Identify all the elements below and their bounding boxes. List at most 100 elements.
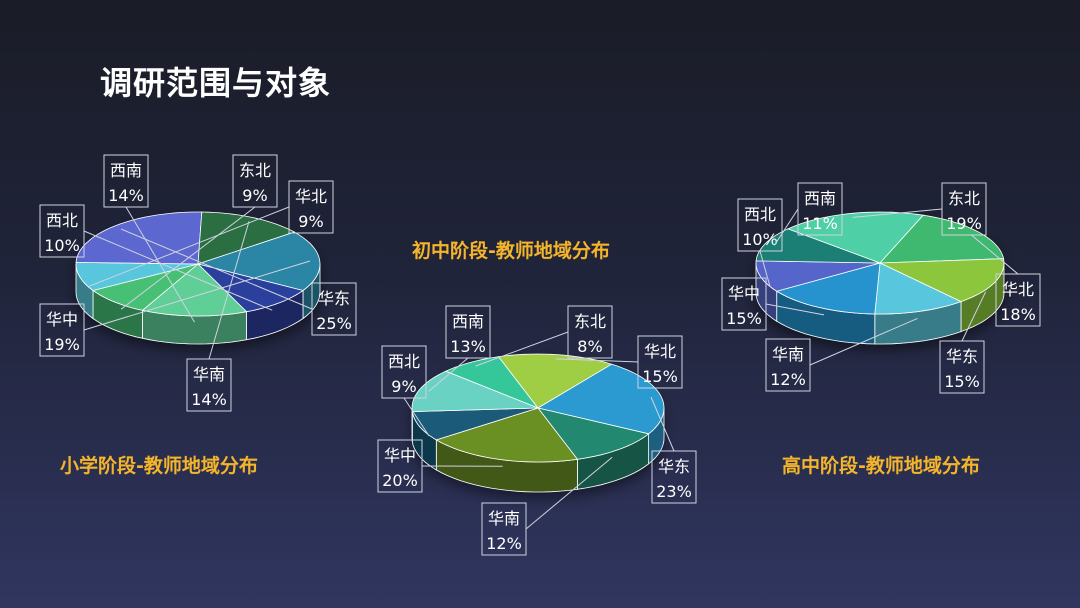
slice-value-senior-5: 10% (742, 230, 778, 249)
label-box-junior-3 (481, 502, 527, 556)
pie-slice-junior-3 (537, 407, 650, 460)
slice-label-primary-0: 东北 (239, 161, 271, 180)
slice-label-senior-6: 西南 (804, 189, 836, 208)
slice-label-senior-2: 华东 (946, 347, 978, 366)
pie-slice-junior-6 (411, 370, 539, 413)
slice-value-primary-1: 9% (298, 212, 323, 231)
slice-value-junior-5: 9% (391, 377, 416, 396)
slice-label-primary-4: 华中 (46, 310, 78, 329)
slice-value-primary-4: 19% (44, 335, 80, 354)
label-leader-senior-3 (809, 317, 918, 366)
pie-slice-junior-0 (444, 356, 540, 409)
pie-slice-primary-3 (197, 211, 296, 265)
slice-value-junior-0: 8% (577, 337, 602, 356)
label-leader-senior-6 (773, 208, 799, 246)
pie-slice-junior-5 (411, 407, 539, 441)
slice-value-primary-0: 9% (242, 186, 267, 205)
pie-chart-junior (411, 353, 665, 493)
label-box-primary-1 (288, 180, 334, 234)
slice-label-junior-4: 华中 (384, 446, 416, 465)
pie-slice-junior-2 (536, 363, 665, 435)
label-box-junior-2 (651, 450, 697, 504)
label-leader-primary-0 (120, 206, 256, 310)
slice-label-primary-6: 西南 (110, 161, 142, 180)
pie-slice-senior-4 (775, 262, 881, 315)
label-box-senior-4 (721, 277, 767, 331)
slice-value-senior-1: 18% (1000, 305, 1036, 324)
label-leader-senior-1 (970, 234, 1019, 275)
label-leader-junior-0 (475, 331, 569, 367)
slice-label-junior-3: 华南 (488, 509, 520, 528)
slice-label-primary-3: 华南 (193, 365, 225, 384)
label-leader-junior-5 (403, 397, 430, 437)
slice-label-senior-4: 华中 (728, 284, 760, 303)
label-box-junior-1 (637, 335, 683, 389)
label-leader-primary-2 (121, 228, 313, 310)
label-box-primary-5 (39, 204, 85, 258)
pie-slice-primary-1 (75, 261, 199, 291)
label-leader-primary-3 (208, 221, 250, 360)
label-leader-primary-5 (83, 230, 273, 311)
label-box-primary-4 (39, 303, 85, 357)
label-leader-junior-6 (428, 357, 469, 392)
slice-label-senior-1: 华北 (1002, 280, 1034, 299)
slice-value-primary-5: 10% (44, 236, 80, 255)
slice-label-senior-5: 西北 (744, 205, 776, 224)
label-box-senior-0 (941, 182, 987, 236)
slice-label-senior-0: 东北 (948, 189, 980, 208)
label-leader-primary-1 (89, 206, 290, 287)
label-leader-primary-6 (125, 206, 195, 323)
label-box-junior-0 (567, 305, 613, 359)
pie-slice-primary-5 (196, 263, 304, 313)
label-box-primary-2 (311, 282, 357, 336)
slice-value-junior-6: 13% (450, 337, 486, 356)
slice-value-primary-2: 25% (316, 314, 352, 333)
slice-label-junior-0: 东北 (574, 312, 606, 331)
pie-chart-primary (75, 211, 321, 345)
pie-slice-senior-5 (755, 260, 881, 292)
slice-value-senior-6: 11% (802, 214, 838, 233)
pie-chart-senior (755, 211, 1005, 345)
slice-value-junior-3: 12% (486, 534, 522, 553)
label-box-senior-1 (995, 273, 1041, 327)
label-box-primary-6 (103, 154, 149, 208)
label-leader-junior-3 (525, 456, 613, 530)
slice-value-senior-2: 15% (944, 372, 980, 391)
slice-label-primary-2: 华东 (318, 289, 350, 308)
label-leader-senior-4 (765, 303, 825, 316)
label-leader-senior-2 (961, 291, 987, 342)
label-leader-junior-1 (555, 358, 639, 363)
label-box-junior-6 (445, 305, 491, 359)
slice-label-junior-6: 西南 (452, 312, 484, 331)
label-leader-primary-4 (83, 260, 311, 331)
slice-value-senior-4: 15% (726, 309, 762, 328)
chart-title-primary: 小学阶段-教师地域分布 (60, 455, 258, 477)
page-title: 调研范围与对象 (100, 64, 332, 102)
slice-label-primary-5: 西北 (46, 211, 78, 230)
label-box-primary-0 (232, 154, 278, 208)
chart-title-junior: 初中阶段-教师地域分布 (412, 240, 610, 262)
slice-value-senior-0: 19% (946, 214, 982, 233)
slice-label-senior-3: 华南 (772, 345, 804, 364)
label-box-senior-3 (765, 338, 811, 392)
label-box-senior-5 (737, 198, 783, 252)
slice-value-primary-3: 14% (191, 390, 227, 409)
pie-slice-senior-2 (879, 258, 1005, 303)
slice-label-junior-5: 西北 (388, 352, 420, 371)
label-box-senior-6 (797, 182, 843, 236)
pie-slice-senior-3 (874, 262, 963, 315)
slice-value-junior-2: 23% (656, 482, 692, 501)
pie-slice-senior-1 (879, 214, 1005, 264)
pie-side-walls-junior (411, 407, 665, 493)
label-leader-senior-0 (852, 208, 943, 218)
slice-value-senior-3: 12% (770, 370, 806, 389)
pie-slice-senior-6 (755, 228, 881, 264)
slice-label-junior-1: 华北 (644, 342, 676, 361)
label-box-senior-2 (939, 340, 985, 394)
chart-title-senior: 高中阶段-教师地域分布 (782, 455, 980, 477)
pie-slice-primary-6 (141, 263, 248, 317)
label-leader-junior-2 (650, 396, 675, 452)
pie-slice-primary-2 (75, 211, 203, 265)
slice-value-junior-4: 20% (382, 471, 418, 490)
slice-label-primary-1: 华北 (295, 187, 327, 206)
